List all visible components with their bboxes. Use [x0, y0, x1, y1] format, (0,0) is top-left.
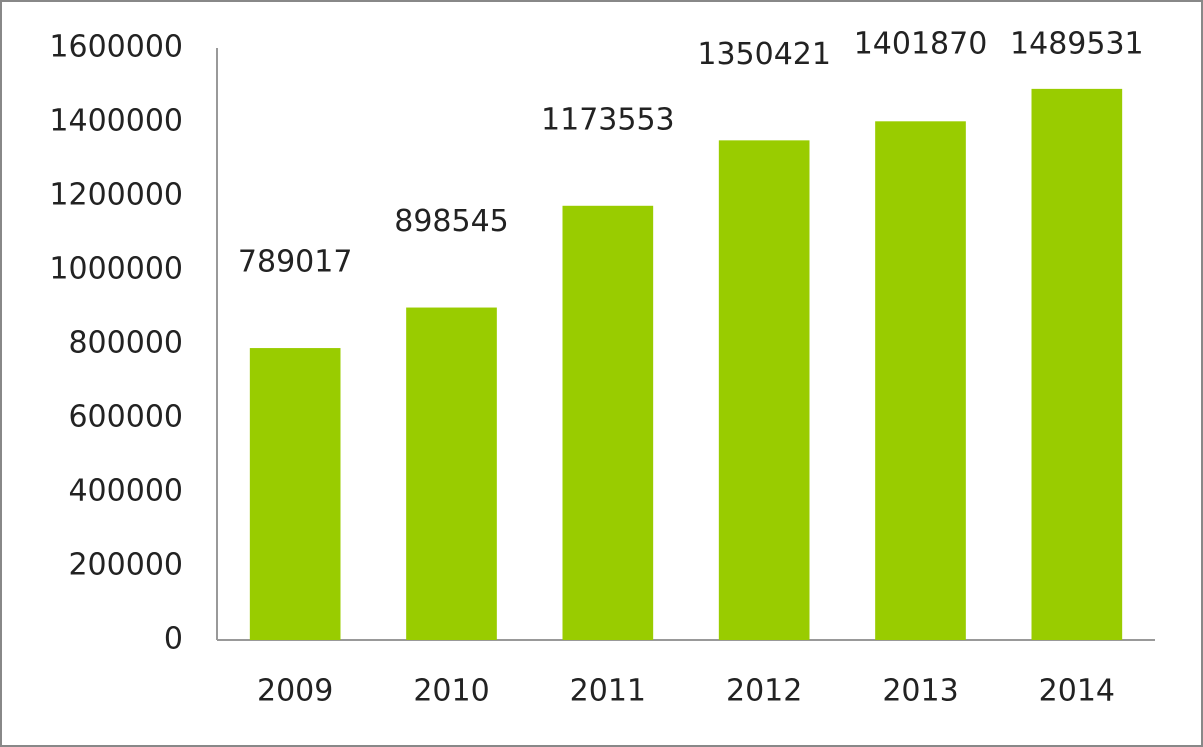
y-tick-label: 600000 — [68, 400, 183, 435]
value-label: 1350421 — [697, 37, 831, 72]
value-label: 1173553 — [541, 102, 675, 137]
y-tick-label: 1400000 — [49, 104, 183, 139]
y-tick-label: 1000000 — [49, 252, 183, 287]
bar — [875, 121, 966, 640]
bar — [249, 348, 341, 640]
x-tick-label: 2011 — [570, 674, 646, 709]
bar — [562, 205, 654, 640]
x-tick-label: 2010 — [413, 674, 489, 709]
x-tick-label: 2013 — [882, 674, 958, 709]
x-tick-label: 2014 — [1039, 674, 1115, 709]
value-label: 789017 — [238, 245, 353, 280]
x-tick-label: 2009 — [257, 674, 333, 709]
y-tick-label: 200000 — [68, 548, 183, 583]
y-tick-label: 800000 — [68, 326, 183, 361]
value-label: 898545 — [394, 204, 509, 239]
value-label: 1489531 — [1010, 27, 1144, 62]
y-tick-label: 1600000 — [49, 30, 183, 65]
y-tick-label: 0 — [164, 622, 183, 657]
y-tick-label: 400000 — [68, 474, 183, 509]
bar — [718, 140, 810, 640]
bar — [1031, 88, 1123, 640]
y-tick-label: 1200000 — [49, 178, 183, 213]
value-label: 1401870 — [854, 27, 988, 62]
x-tick-label: 2012 — [726, 674, 802, 709]
bar — [406, 307, 497, 640]
